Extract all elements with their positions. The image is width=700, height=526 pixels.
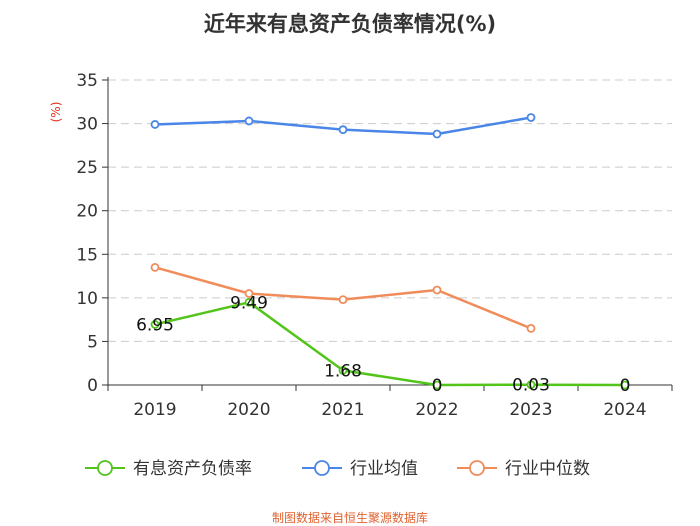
x-tick-label: 2019 (133, 400, 176, 420)
data-point (150, 262, 160, 272)
series-line (154, 301, 626, 387)
source-note: 制图数据来自恒生聚源数据库 (271, 511, 428, 525)
y-tick-label: 5 (87, 332, 98, 352)
data-point (150, 120, 160, 129)
x-tick-label: 2022 (415, 400, 458, 420)
y-tick-label: 15 (76, 245, 98, 265)
y-tick-label: 10 (76, 289, 98, 309)
data-point (526, 113, 536, 122)
y-tick-label: 20 (76, 202, 98, 222)
chart-title: 近年来有息资产负债率情况(%) (203, 12, 497, 36)
data-point (244, 289, 254, 298)
x-tick-label: 2024 (603, 400, 646, 420)
legend-marker (97, 460, 113, 476)
x-tick-label: 2021 (321, 400, 364, 420)
data-label: 0 (620, 376, 631, 396)
y-axis-label: (%) (49, 102, 63, 123)
data-point (244, 116, 254, 126)
legend-marker (314, 460, 330, 476)
legend-label: 有息资产负债率 (133, 459, 252, 479)
data-point (432, 380, 442, 390)
y-tick-label: 25 (76, 158, 98, 178)
data-point (338, 125, 348, 135)
x-tick-label: 2020 (227, 400, 270, 420)
data-point (338, 365, 348, 375)
data-point (526, 323, 536, 333)
x-tick-label: 2023 (509, 400, 552, 420)
data-point (620, 380, 630, 390)
data-point (150, 320, 160, 329)
y-tick-label: 35 (76, 71, 98, 91)
data-label: 6.95 (136, 315, 174, 335)
data-label: 1.68 (324, 361, 362, 381)
data-label: 0 (432, 376, 443, 396)
data-point (432, 129, 442, 139)
legend-marker (469, 460, 485, 476)
y-tick-label: 30 (76, 115, 98, 135)
legend-label: 行业均值 (350, 459, 418, 479)
data-label: 9.49 (230, 293, 268, 313)
data-point (244, 297, 254, 307)
legend-label: 行业中位数 (505, 459, 590, 479)
y-tick-label: 0 (87, 376, 98, 396)
data-label: 0.03 (512, 376, 550, 396)
data-point (338, 295, 348, 305)
data-point (526, 380, 536, 390)
data-point (432, 285, 442, 295)
